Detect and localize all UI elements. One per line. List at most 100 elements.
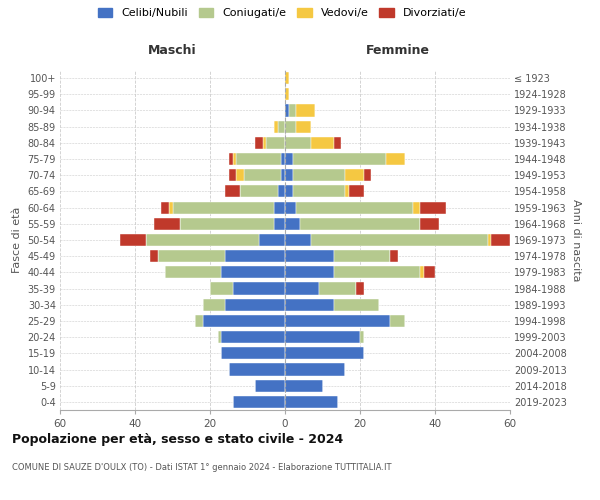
Bar [210,282,233,294]
Bar [360,331,364,343]
Bar [195,315,203,327]
Bar [285,186,293,198]
Bar [236,169,244,181]
Bar [424,266,435,278]
Bar [285,250,334,262]
Bar [293,186,345,198]
Bar [203,315,285,327]
Bar [319,282,356,294]
Bar [285,72,289,84]
Bar [146,234,259,246]
Bar [233,396,285,408]
Bar [274,218,285,230]
Bar [334,250,390,262]
Bar [356,282,364,294]
Bar [285,315,390,327]
Bar [285,88,289,101]
Bar [334,298,379,311]
Bar [180,218,274,230]
Bar [244,169,281,181]
Bar [311,234,487,246]
Legend: Celibi/Nubili, Coniugati/e, Vedovi/e, Divorziati/e: Celibi/Nubili, Coniugati/e, Vedovi/e, Di… [95,6,469,20]
Y-axis label: Fasce di età: Fasce di età [12,207,22,273]
Bar [233,282,285,294]
Bar [293,169,345,181]
Bar [259,234,285,246]
Bar [169,202,173,213]
Bar [255,137,263,149]
Bar [233,153,236,165]
Bar [218,331,221,343]
Bar [173,202,274,213]
Bar [229,153,233,165]
Bar [120,234,146,246]
Bar [161,202,169,213]
Bar [277,120,285,132]
Bar [296,120,311,132]
Bar [165,266,221,278]
Bar [150,250,157,262]
Y-axis label: Anni di nascita: Anni di nascita [571,198,581,281]
Bar [349,186,364,198]
Bar [285,169,293,181]
Bar [285,120,296,132]
Bar [296,202,413,213]
Bar [345,169,364,181]
Bar [345,186,349,198]
Bar [285,396,337,408]
Bar [285,364,345,376]
Bar [263,137,266,149]
Bar [311,137,334,149]
Bar [285,104,289,117]
Bar [334,137,341,149]
Bar [285,298,334,311]
Bar [390,250,398,262]
Bar [364,169,371,181]
Bar [274,202,285,213]
Text: Popolazione per età, sesso e stato civile - 2024: Popolazione per età, sesso e stato civil… [12,432,343,446]
Bar [154,218,180,230]
Bar [420,266,424,278]
Bar [285,266,334,278]
Bar [203,298,225,311]
Bar [285,282,319,294]
Text: Femmine: Femmine [365,44,430,57]
Bar [285,331,360,343]
Bar [289,104,296,117]
Bar [157,250,225,262]
Bar [281,169,285,181]
Bar [274,120,277,132]
Bar [285,153,293,165]
Bar [285,380,323,392]
Bar [221,331,285,343]
Bar [293,153,386,165]
Bar [229,364,285,376]
Bar [240,186,277,198]
Bar [266,137,285,149]
Bar [420,218,439,230]
Bar [285,137,311,149]
Bar [225,298,285,311]
Bar [420,202,446,213]
Bar [285,218,300,230]
Bar [229,169,236,181]
Bar [285,202,296,213]
Bar [225,250,285,262]
Bar [300,218,420,230]
Bar [236,153,281,165]
Bar [221,266,285,278]
Bar [285,348,364,360]
Bar [277,186,285,198]
Bar [225,186,240,198]
Bar [296,104,315,117]
Bar [285,234,311,246]
Bar [413,202,420,213]
Text: Maschi: Maschi [148,44,197,57]
Bar [487,234,491,246]
Text: COMUNE DI SAUZE D'OULX (TO) - Dati ISTAT 1° gennaio 2024 - Elaborazione TUTTITAL: COMUNE DI SAUZE D'OULX (TO) - Dati ISTAT… [12,462,392,471]
Bar [255,380,285,392]
Bar [221,348,285,360]
Bar [334,266,420,278]
Bar [281,153,285,165]
Bar [390,315,405,327]
